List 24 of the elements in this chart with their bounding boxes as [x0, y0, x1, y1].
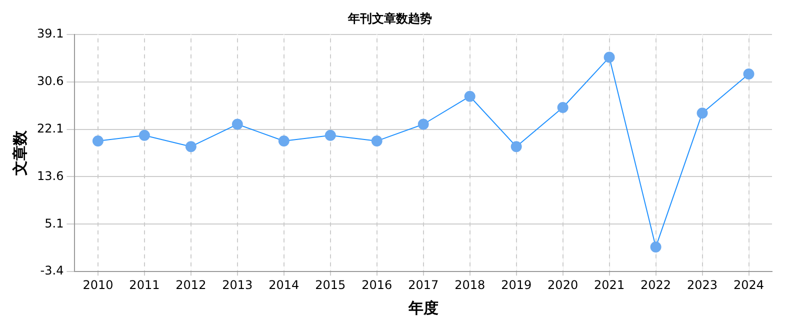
x-tick-label: 2014: [268, 278, 300, 292]
y-axis-title: 文章数: [10, 130, 29, 176]
x-tick-label: 2024: [733, 278, 764, 292]
x-tick-label: 2015: [315, 278, 346, 292]
x-tick-label: 2013: [222, 278, 253, 292]
x-tick-label: 2010: [82, 278, 114, 292]
y-tick-label: 13.6: [37, 168, 64, 183]
x-axis-title: 年度: [407, 298, 438, 317]
y-tick-label: -3.4: [40, 264, 64, 278]
x-tick-label: 2023: [687, 278, 718, 292]
y-tick-label: 22.1: [37, 121, 64, 136]
x-tick-label: 2020: [548, 278, 578, 292]
y-tick-label: 30.6: [37, 74, 64, 88]
x-tick-label: 2019: [501, 278, 532, 292]
x-tick-label: 2016: [362, 278, 392, 292]
x-tick-label: 2017: [408, 278, 439, 292]
x-tick-label: 2022: [640, 278, 672, 292]
chart-title: 年刊文章数趋势: [347, 11, 432, 26]
x-tick-label: 2012: [176, 278, 206, 292]
x-tick-label: 2011: [129, 278, 160, 292]
x-tick-label: 2018: [454, 278, 486, 292]
y-tick-label: 5.1: [44, 216, 64, 230]
x-tick-label: 2021: [594, 278, 625, 292]
y-tick-label: 39.1: [37, 26, 64, 41]
